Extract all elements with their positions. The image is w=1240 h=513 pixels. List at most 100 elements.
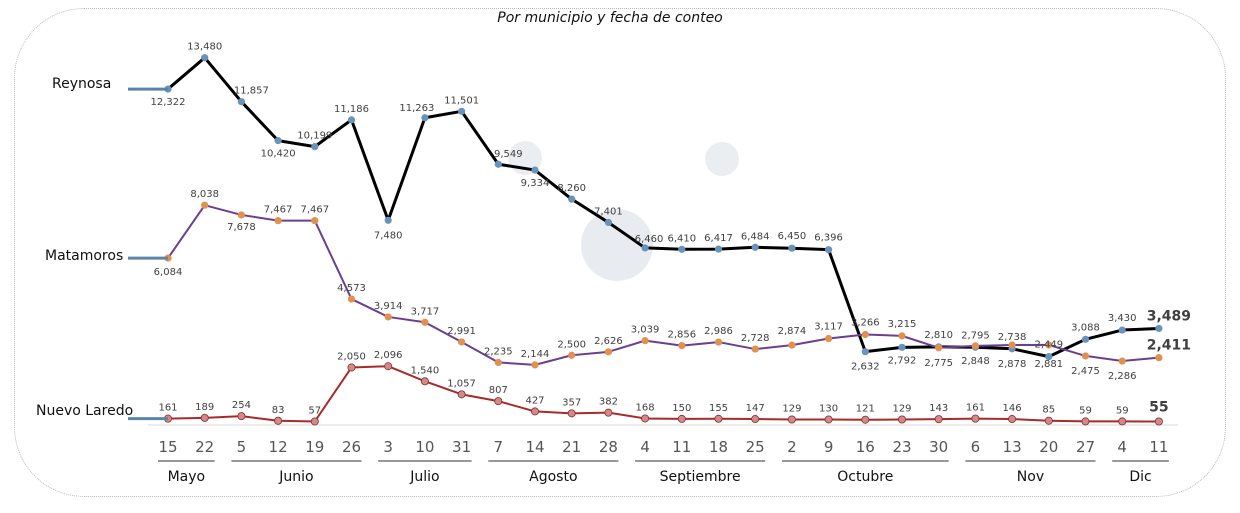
data-label-reynosa: 6,460 — [635, 234, 664, 245]
data-label-nuevo-laredo: 55 — [1149, 400, 1168, 416]
data-label-matamoros: 2,728 — [741, 333, 770, 344]
data-point-matamoros — [825, 334, 833, 343]
data-point-nuevo-laredo — [1154, 417, 1163, 426]
series-line-reynosa — [167, 56, 1159, 359]
data-point-reynosa — [604, 218, 613, 227]
data-label-reynosa: 2,792 — [888, 355, 917, 366]
x-tick-label: 5 — [237, 438, 247, 456]
x-tick-label: 23 — [892, 438, 911, 456]
data-point-matamoros — [421, 318, 429, 326]
data-label-reynosa: 13,480 — [187, 42, 222, 53]
x-tick-label: 22 — [195, 438, 214, 456]
x-tick-label: 6 — [971, 438, 981, 456]
data-point-reynosa — [1118, 326, 1126, 334]
data-point-matamoros — [935, 344, 943, 352]
data-label-reynosa: 12,322 — [151, 97, 186, 108]
data-point-matamoros — [1008, 341, 1016, 349]
x-tick-label: 12 — [269, 438, 288, 456]
x-tick-label: 26 — [342, 438, 361, 456]
data-point-reynosa — [788, 244, 796, 252]
data-label-nuevo-laredo: 427 — [525, 395, 544, 406]
data-label-matamoros: 2,411 — [1147, 338, 1191, 354]
data-label-nuevo-laredo: 83 — [272, 405, 285, 416]
x-tick-label: 11 — [1149, 438, 1168, 456]
data-label-nuevo-laredo: 59 — [1079, 405, 1092, 416]
series-name-reynosa: Reynosa — [52, 76, 111, 92]
data-label-reynosa: 6,450 — [778, 231, 807, 242]
data-label-nuevo-laredo: 168 — [636, 402, 655, 413]
data-point-reynosa — [714, 245, 723, 253]
data-point-nuevo-laredo — [751, 415, 760, 424]
data-label-matamoros: 7,678 — [227, 222, 256, 233]
month-label: Junio — [278, 469, 313, 485]
data-point-reynosa — [678, 245, 686, 253]
data-label-nuevo-laredo: 130 — [819, 403, 838, 414]
data-label-matamoros: 2,235 — [484, 346, 513, 357]
data-point-nuevo-laredo — [237, 412, 246, 421]
x-tick-label: 9 — [824, 438, 834, 456]
data-point-reynosa — [641, 244, 649, 252]
data-point-reynosa — [384, 216, 392, 224]
data-point-nuevo-laredo — [310, 417, 319, 426]
data-point-reynosa — [751, 243, 759, 251]
data-label-matamoros: 2,874 — [778, 326, 807, 337]
data-label-reynosa: 3,489 — [1147, 308, 1191, 324]
data-label-matamoros: 3,215 — [888, 319, 917, 330]
data-point-matamoros — [237, 211, 245, 219]
data-point-nuevo-laredo — [824, 415, 833, 424]
data-label-reynosa: 2,810 — [924, 330, 953, 341]
data-point-matamoros — [1045, 341, 1053, 349]
data-label-matamoros: 6,084 — [154, 267, 183, 278]
data-label-reynosa: 11,501 — [444, 95, 479, 106]
watermark-logo — [705, 142, 739, 176]
data-label-matamoros: 2,286 — [1108, 371, 1137, 382]
data-point-nuevo-laredo — [531, 407, 540, 416]
x-tick-label: 28 — [599, 438, 618, 456]
x-tick-label: 16 — [856, 438, 875, 456]
data-label-nuevo-laredo: 2,096 — [374, 350, 403, 361]
x-tick-label: 19 — [305, 438, 324, 456]
month-label: Octubre — [837, 469, 893, 485]
data-point-matamoros — [201, 201, 209, 209]
watermark-group — [508, 141, 739, 281]
month-label: Septiembre — [660, 469, 741, 485]
x-tick-label: 4 — [640, 438, 650, 456]
data-label-matamoros: 2,775 — [924, 358, 953, 369]
data-label-reynosa: 3,430 — [1108, 313, 1137, 324]
data-point-matamoros — [1081, 352, 1090, 360]
data-label-reynosa: 8,260 — [557, 183, 586, 194]
data-point-matamoros — [311, 217, 319, 225]
data-point-reynosa — [1045, 353, 1053, 361]
data-point-nuevo-laredo — [677, 414, 686, 423]
data-label-reynosa: 7,401 — [594, 206, 623, 217]
data-label-matamoros: 2,856 — [667, 330, 696, 341]
chart-title: Por municipio y fecha de conteo — [497, 10, 723, 26]
data-point-nuevo-laredo — [567, 409, 576, 418]
data-label-nuevo-laredo: 129 — [892, 404, 911, 415]
data-label-reynosa: 9,334 — [521, 178, 550, 189]
data-label-reynosa: 6,410 — [667, 233, 696, 244]
data-label-matamoros: 3,117 — [814, 322, 843, 333]
month-label: Mayo — [168, 469, 206, 485]
data-point-nuevo-laredo — [714, 414, 723, 423]
data-point-reynosa — [458, 107, 466, 115]
data-point-nuevo-laredo — [457, 390, 466, 399]
data-label-matamoros: 3,914 — [374, 301, 403, 312]
data-point-reynosa — [531, 166, 539, 174]
watermark-logo — [581, 209, 653, 281]
data-point-nuevo-laredo — [934, 415, 943, 424]
data-label-reynosa: 6,417 — [704, 233, 733, 244]
data-label-nuevo-laredo: 1,540 — [411, 365, 440, 376]
data-point-nuevo-laredo — [641, 414, 650, 423]
data-label-reynosa: 10,420 — [261, 149, 296, 160]
data-label-reynosa: 7,480 — [374, 230, 403, 241]
x-tick-label: 10 — [415, 438, 434, 456]
data-label-nuevo-laredo: 1,057 — [447, 378, 476, 389]
data-point-matamoros — [714, 338, 723, 346]
data-label-matamoros: 3,266 — [851, 317, 880, 328]
data-label-reynosa: 3,088 — [1071, 322, 1100, 333]
data-label-nuevo-laredo: 161 — [966, 403, 985, 414]
data-label-nuevo-laredo: 121 — [856, 404, 875, 415]
data-point-nuevo-laredo — [604, 408, 613, 417]
series-name-matamoros: Matamoros — [45, 248, 123, 264]
